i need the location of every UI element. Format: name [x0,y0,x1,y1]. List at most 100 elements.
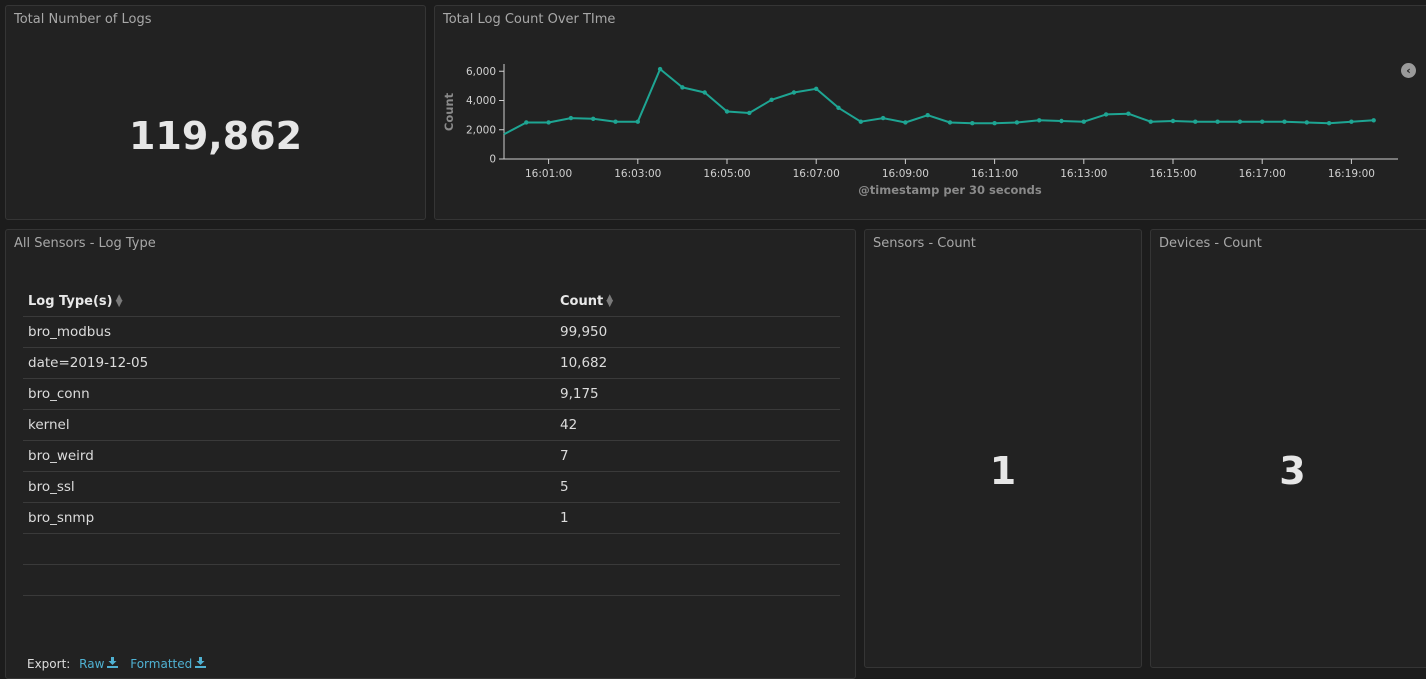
series-line [503,68,1374,136]
column-header-label: Count [560,293,604,309]
table-row: bro_snmp 1 [23,502,840,534]
table-row: bro_ssl 5 [23,471,840,503]
cell-log-type: bro_weird [23,440,555,472]
panel-title: Total Number of Logs [14,12,152,27]
sort-icon[interactable]: ▲ ▼ [115,293,123,309]
x-axis-title: @timestamp per 30 seconds [858,183,1042,197]
panel-title: Total Log Count Over TIme [443,12,616,27]
export-label: Export: [27,657,71,671]
data-point [769,97,774,103]
x-tick-label: 16:09:00 [882,168,929,180]
cell-count: 10,682 [555,347,840,379]
sort-icon[interactable]: ▲ ▼ [606,293,614,309]
data-point [1282,119,1287,124]
data-point [836,105,841,111]
cell-count: 42 [555,409,840,441]
devices-count-metric: 3 [1279,449,1306,493]
table-row-empty [23,564,840,596]
data-point [1237,119,1243,124]
data-point [702,90,707,95]
table-row: kernel 42 [23,409,840,441]
x-tick-label: 16:19:00 [1328,168,1375,180]
data-point [970,120,975,126]
x-tick-label: 16:15:00 [1149,168,1196,180]
data-point [1193,119,1198,124]
cell-log-type: bro_modbus [23,316,555,348]
export-raw-link[interactable]: Raw [79,657,119,671]
x-tick-label: 16:05:00 [703,168,750,180]
y-axis-title: Count [442,92,456,131]
data-point [657,66,663,72]
data-point [613,119,618,124]
cell-count: 5 [555,471,840,503]
cell-empty [555,533,840,565]
data-point [791,90,797,95]
export-formatted-link[interactable]: Formatted [130,657,207,671]
legend-toggle-icon[interactable]: ‹ [1401,63,1416,78]
table-row: bro_conn 9,175 [23,378,840,410]
data-point [947,120,953,125]
data-point [1170,118,1176,124]
x-tick-label: 16:11:00 [971,168,1018,180]
data-point [814,86,819,92]
data-point [1126,111,1131,116]
data-point [568,115,574,121]
data-point [1260,119,1265,124]
table-row-empty [23,533,840,565]
table-row: bro_weird 7 [23,440,840,472]
data-point [724,109,730,114]
column-header-count[interactable]: Count ▲ ▼ [555,286,840,317]
data-point [591,116,596,122]
data-point [546,120,551,125]
cell-empty [555,564,840,596]
data-point [1059,118,1064,124]
column-header-log-type[interactable]: Log Type(s) ▲ ▼ [23,286,555,317]
data-point [1215,119,1220,124]
panel-title: Sensors - Count [873,236,976,251]
data-point [1081,119,1086,124]
export-raw-label: Raw [79,657,105,671]
data-point [1371,118,1376,123]
data-point [680,85,685,90]
data-point [1326,120,1332,126]
panel-title: All Sensors - Log Type [14,236,156,251]
cell-count: 1 [555,502,840,534]
export-formatted-label: Formatted [130,657,193,671]
column-header-label: Log Type(s) [28,293,113,309]
panel-title: Devices - Count [1159,236,1262,251]
cell-empty [23,564,555,596]
log-type-table: Log Type(s) ▲ ▼ Count ▲ ▼ bro_modbus 99,950 da… [23,286,840,596]
download-icon [107,657,119,671]
log-type-table-panel: All Sensors - Log Type Log Type(s) ▲ ▼ Cou… [5,229,856,679]
data-point [1037,118,1042,123]
data-point [903,120,908,125]
x-tick-label: 16:07:00 [793,168,840,180]
cell-count: 99,950 [555,316,840,348]
sensors-count-panel: Sensors - Count 1 [864,229,1142,668]
devices-count-panel: Devices - Count 3 [1150,229,1426,668]
data-point [925,112,930,118]
cell-log-type: bro_snmp [23,502,555,534]
x-tick-label: 16:01:00 [525,168,572,180]
x-tick-label: 16:03:00 [614,168,661,180]
total-logs-panel: Total Number of Logs 119,862 [5,5,426,220]
cell-log-type: bro_conn [23,378,555,410]
x-tick-label: 16:13:00 [1060,168,1107,180]
export-bar: Export: Raw Formatted [27,657,207,671]
data-point [1304,120,1309,125]
cell-log-type: date=2019-12-05 [23,347,555,379]
cell-empty [23,533,555,565]
cell-log-type: kernel [23,409,555,441]
sensors-count-metric: 1 [989,449,1017,493]
data-point [1349,119,1354,124]
cell-count: 9,175 [555,378,840,410]
data-point [635,119,640,124]
table-row: bro_modbus 99,950 [23,316,840,348]
table-row: date=2019-12-05 10,682 [23,347,840,379]
x-tick-label: 16:17:00 [1239,168,1286,180]
y-tick-label: 2,000 [466,124,496,136]
cell-count: 7 [555,440,840,472]
data-point [1014,120,1020,125]
log-count-chart-panel: Total Log Count Over TIme 0 2,000 4,000 6,0… [434,5,1426,220]
cell-log-type: bro_ssl [23,471,555,503]
